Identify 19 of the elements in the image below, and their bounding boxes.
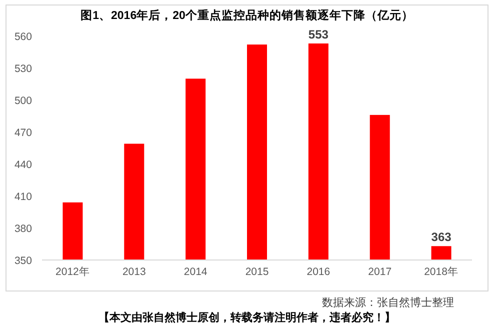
y-tick-label: 530 xyxy=(14,63,32,75)
data-label: 553 xyxy=(308,27,329,42)
x-tick-label: 2012年 xyxy=(56,266,90,278)
title: 图1、2016年后，20个重点监控品种的销售额逐年下降（亿元） xyxy=(80,10,414,22)
source: 数据来源：张自然博士整理 xyxy=(322,297,454,309)
data-label: 363 xyxy=(431,230,452,244)
y-tick-label: 350 xyxy=(14,255,32,267)
y-tick-label: 440 xyxy=(14,159,32,171)
x-tick-label: 2016 xyxy=(306,266,330,278)
y-tick-label: 470 xyxy=(14,127,32,139)
x-tick-label: 2017 xyxy=(368,266,392,278)
y-tick-label: 560 xyxy=(14,31,32,43)
x-tick-label: 2013 xyxy=(122,266,146,278)
y-tick-label: 500 xyxy=(14,95,32,107)
x-tick-label: 2014 xyxy=(184,266,208,278)
x-tick-label: 2015 xyxy=(245,266,269,278)
y-tick-label: 410 xyxy=(14,191,32,203)
x-tick-label: 2018年 xyxy=(424,266,458,278)
y-tick-label: 380 xyxy=(14,223,32,235)
